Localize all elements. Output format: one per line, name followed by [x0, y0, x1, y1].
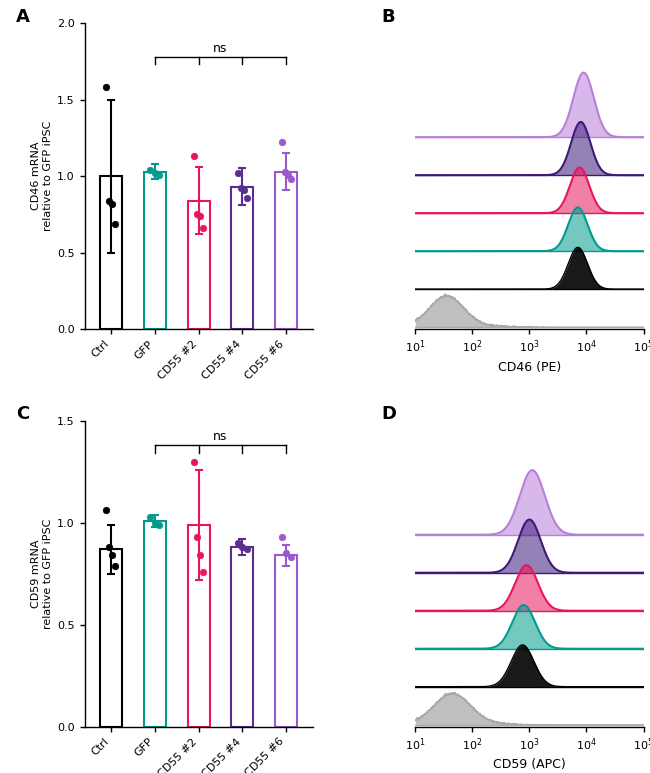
Point [107, 549, 118, 561]
Y-axis label: CD59 mRNA
relative to GFP iPSC: CD59 mRNA relative to GFP iPSC [31, 519, 53, 629]
Point [145, 510, 155, 523]
Point [101, 81, 112, 94]
Bar [231, 547, 254, 727]
Bar [188, 525, 209, 727]
Bar [100, 550, 122, 727]
X-axis label: CD59 (APC): CD59 (APC) [493, 758, 566, 771]
Point [150, 167, 160, 179]
Text: C: C [16, 406, 29, 424]
Point [195, 549, 205, 561]
Point [101, 504, 112, 516]
Text: ns: ns [213, 42, 228, 55]
Bar [276, 555, 297, 727]
Point [104, 541, 114, 553]
Text: ns: ns [213, 430, 228, 443]
Bar [144, 521, 166, 727]
Point [150, 516, 160, 529]
Point [192, 531, 202, 543]
Point [154, 169, 164, 181]
Point [198, 566, 208, 578]
Point [280, 165, 290, 178]
Point [233, 167, 243, 179]
Bar [144, 172, 166, 329]
Point [107, 197, 118, 209]
Point [104, 194, 114, 206]
Text: A: A [16, 8, 30, 26]
Point [198, 222, 208, 234]
Bar [100, 176, 122, 329]
Point [285, 551, 296, 564]
Point [281, 547, 292, 560]
Point [195, 209, 205, 222]
Bar [188, 200, 209, 329]
Point [110, 560, 120, 572]
Point [154, 519, 164, 531]
Point [233, 537, 243, 550]
Point [239, 184, 249, 196]
Point [145, 164, 155, 176]
Bar [276, 172, 297, 329]
Point [277, 531, 287, 543]
Text: D: D [381, 406, 396, 424]
Point [242, 543, 252, 556]
Point [110, 217, 120, 230]
Point [242, 192, 252, 204]
Point [189, 455, 200, 468]
Point [236, 182, 246, 195]
Bar [231, 187, 254, 329]
Text: B: B [381, 8, 395, 26]
X-axis label: CD46 (PE): CD46 (PE) [498, 361, 561, 374]
Point [277, 136, 287, 148]
Y-axis label: CD46 mRNA
relative to GFP iPSC: CD46 mRNA relative to GFP iPSC [31, 121, 53, 231]
Point [237, 541, 248, 553]
Point [192, 208, 202, 220]
Point [285, 173, 296, 186]
Point [283, 169, 293, 181]
Point [189, 150, 200, 162]
